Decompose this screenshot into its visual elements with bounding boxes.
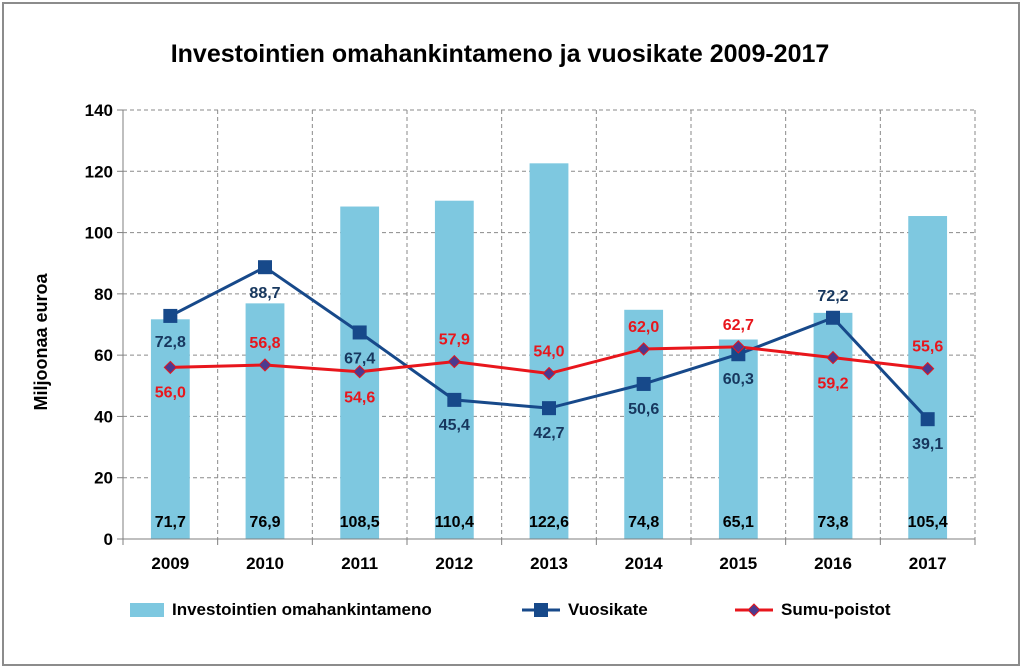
- marker-vuosikate: [731, 347, 746, 362]
- x-tick-label: 2011: [341, 554, 378, 573]
- bar-value-label: 73,8: [817, 514, 848, 531]
- y-tick-label: 60: [94, 346, 113, 365]
- x-tick-label: 2012: [435, 554, 473, 573]
- marker-vuosikate: [352, 325, 367, 340]
- marker-vuosikate: [447, 392, 462, 407]
- bar: [529, 163, 569, 539]
- x-tick-label: 2015: [719, 554, 757, 573]
- bar-value-label: 76,9: [249, 514, 280, 531]
- data-label-vuosikate: 88,7: [249, 285, 280, 302]
- legend-label-sumu-poistot: Sumu-poistot: [781, 600, 891, 619]
- marker-sumu-poistot: [352, 364, 367, 379]
- data-label-vuosikate: 39,1: [912, 436, 943, 453]
- bar-value-label: 105,4: [908, 514, 948, 531]
- legend-swatch-vuosikate: [522, 603, 560, 617]
- x-tick-label: 2009: [151, 554, 189, 573]
- data-label-vuosikate: 72,8: [155, 334, 186, 351]
- marker-vuosikate: [258, 260, 272, 275]
- marker-vuosikate: [163, 308, 178, 323]
- y-tick-label: 100: [85, 224, 113, 243]
- marker-vuosikate: [542, 401, 556, 416]
- data-label-sumu-poistot: 59,2: [817, 376, 848, 393]
- marker-vuosikate: [636, 376, 651, 391]
- legend-swatch-sumu-poistot: [735, 603, 773, 617]
- chart-plot: 0 20 40 60 80 100 120 140 2009 2010 2011 2012 2013 20…: [31, 101, 976, 573]
- marker-vuosikate: [920, 412, 935, 427]
- data-label-sumu-poistot: 55,6: [912, 339, 943, 356]
- bar-value-label: 65,1: [723, 514, 754, 531]
- bar: [150, 319, 190, 539]
- data-label-sumu-poistot: 56,8: [249, 335, 280, 352]
- bar-value-label: 74,8: [628, 514, 659, 531]
- marker-sumu-poistot: [636, 342, 651, 356]
- y-tick-label: 0: [104, 530, 113, 549]
- bar: [813, 312, 853, 539]
- bar-value-label: 71,7: [155, 514, 186, 531]
- data-label-sumu-poistot: 62,0: [628, 319, 659, 336]
- marker-vuosikate: [826, 310, 840, 325]
- y-tick-label: 120: [85, 162, 113, 181]
- bar-value-label: 110,4: [435, 514, 474, 531]
- data-label-vuosikate: 72,2: [817, 288, 848, 305]
- bar: [434, 200, 474, 539]
- marker-sumu-poistot: [826, 350, 840, 365]
- label-layer: 71,7 76,9 108,5 110,4 122,6 74,8 65,1 73,8 105,4…: [155, 285, 948, 531]
- x-tick-label: 2017: [909, 554, 947, 573]
- bar: [908, 216, 948, 539]
- x-tick-label: 2010: [246, 554, 284, 573]
- data-label-sumu-poistot: 57,9: [439, 332, 470, 349]
- bar: [245, 303, 285, 539]
- x-tick-label: 2016: [814, 554, 852, 573]
- marker-sumu-poistot: [920, 361, 935, 376]
- y-axis-title: Miljoonaa euroa: [31, 273, 51, 411]
- bar-layer: [150, 163, 948, 539]
- x-tick-label: 2014: [625, 554, 663, 573]
- bar: [718, 339, 758, 539]
- legend-item-vuosikate: Vuosikate: [522, 600, 648, 620]
- y-tick-label: 20: [94, 469, 113, 488]
- y-tick-label: 40: [94, 407, 113, 426]
- marker-sumu-poistot: [731, 340, 746, 354]
- marker-sumu-poistot: [447, 354, 462, 369]
- legend-label-vuosikate: Vuosikate: [568, 600, 648, 619]
- y-tick-label: 140: [85, 101, 113, 120]
- data-label-vuosikate: 45,4: [439, 417, 470, 434]
- axis-layer: 0 20 40 60 80 100 120 140 2009 2010 2011 2012 2013 20…: [85, 101, 976, 573]
- legend-label-bars: Investointien omahankintameno: [172, 600, 432, 619]
- marker-sumu-poistot: [163, 360, 178, 375]
- chart-title: Investointien omahankintameno ja vuosika…: [170, 40, 830, 68]
- x-tick-label: 2013: [530, 554, 568, 573]
- data-label-sumu-poistot: 56,0: [155, 384, 186, 401]
- line-layer: [163, 260, 935, 427]
- data-label-sumu-poistot: 54,6: [344, 390, 375, 407]
- data-label-sumu-poistot: 62,7: [723, 317, 754, 334]
- bar-value-label: 122,6: [529, 514, 569, 531]
- grid-layer: [123, 109, 976, 539]
- data-label-sumu-poistot: 54,0: [533, 344, 564, 361]
- legend-item-bars: Investointien omahankintameno: [130, 600, 432, 620]
- data-label-vuosikate: 67,4: [344, 350, 375, 367]
- data-label-vuosikate: 50,6: [628, 401, 659, 418]
- marker-sumu-poistot: [542, 366, 556, 381]
- legend-swatch-bars: [130, 603, 164, 617]
- data-label-vuosikate: 42,7: [533, 425, 564, 442]
- data-label-vuosikate: 60,3: [723, 371, 754, 388]
- y-tick-label: 80: [94, 285, 113, 304]
- marker-sumu-poistot: [258, 358, 272, 372]
- legend-item-sumu-poistot: Sumu-poistot: [735, 600, 891, 620]
- chart-legend: Investointien omahankintameno Vuosikate …: [0, 600, 1024, 630]
- bar-value-label: 108,5: [340, 514, 380, 531]
